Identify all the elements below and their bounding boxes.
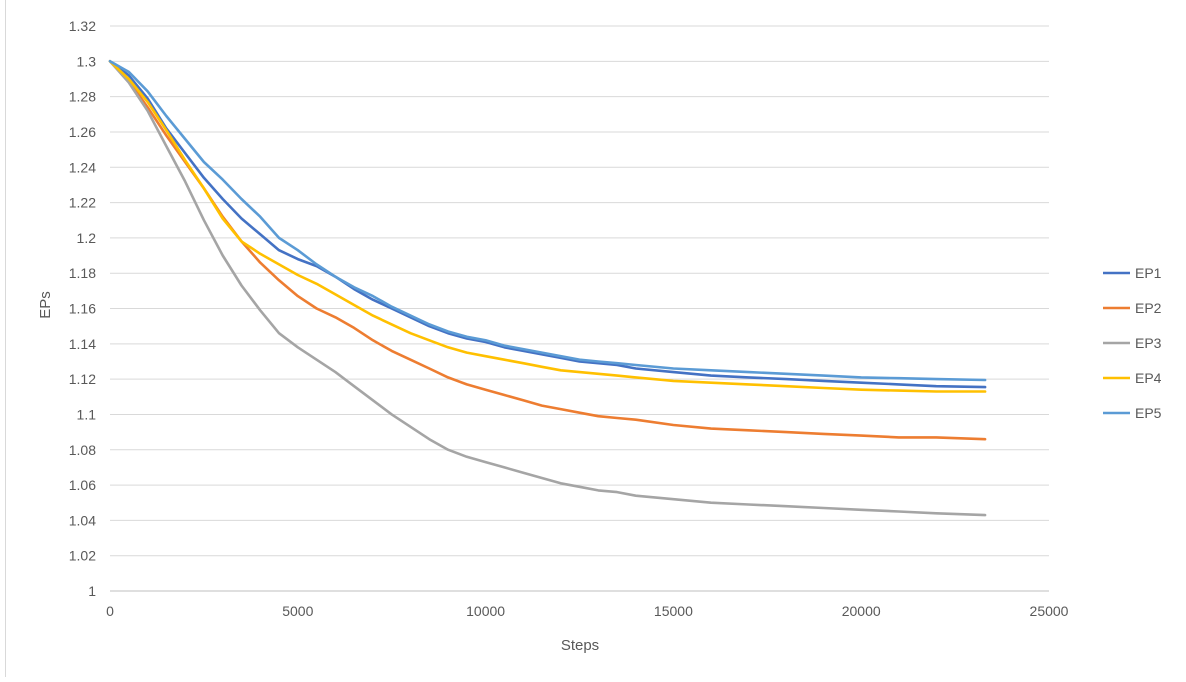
legend-label: EP4 bbox=[1135, 370, 1162, 386]
series-lines bbox=[108, 59, 987, 517]
x-tick-label: 5000 bbox=[282, 603, 313, 619]
x-tick-label: 25000 bbox=[1030, 603, 1069, 619]
y-tick-label: 1.22 bbox=[69, 195, 96, 211]
x-axis-ticks: 0 5000 10000 15000 20000 25000 bbox=[106, 603, 1069, 619]
y-tick-label: 1.32 bbox=[69, 18, 96, 34]
x-tick-label: 15000 bbox=[654, 603, 693, 619]
legend-label: EP3 bbox=[1135, 335, 1162, 351]
x-tick-label: 10000 bbox=[466, 603, 505, 619]
legend-item-ep2: EP2 bbox=[1103, 300, 1162, 316]
y-axis-ticks: 1 1.02 1.04 1.06 1.08 1.1 1.12 1.14 1.16 1.18 1.2 1… bbox=[69, 18, 96, 599]
legend-item-ep1: EP1 bbox=[1103, 265, 1162, 281]
y-tick-label: 1.14 bbox=[69, 336, 96, 352]
legend: EP1 EP2 EP3 EP4 EP5 bbox=[1103, 265, 1162, 421]
series-line-ep4 bbox=[108, 59, 987, 393]
y-tick-label: 1.24 bbox=[69, 159, 96, 175]
y-tick-label: 1.26 bbox=[69, 124, 96, 140]
y-axis-title: EPs bbox=[37, 291, 54, 319]
x-axis-title: Steps bbox=[561, 637, 599, 654]
series-line-ep1 bbox=[108, 59, 987, 389]
series-line-ep5 bbox=[108, 59, 987, 382]
series-line-ep3 bbox=[108, 59, 987, 517]
y-tick-label: 1.2 bbox=[77, 230, 97, 246]
y-tick-label: 1.06 bbox=[69, 477, 96, 493]
y-tick-label: 1 bbox=[88, 583, 96, 599]
x-tick-label: 0 bbox=[106, 603, 114, 619]
y-tick-label: 1.16 bbox=[69, 301, 96, 317]
legend-item-ep3: EP3 bbox=[1103, 335, 1162, 351]
legend-label: EP5 bbox=[1135, 405, 1162, 421]
y-tick-label: 1.1 bbox=[77, 406, 97, 422]
y-tick-label: 1.02 bbox=[69, 548, 96, 564]
y-tick-label: 1.04 bbox=[69, 512, 96, 528]
y-tick-label: 1.12 bbox=[69, 371, 96, 387]
legend-item-ep5: EP5 bbox=[1103, 405, 1162, 421]
x-tick-label: 20000 bbox=[842, 603, 881, 619]
legend-label: EP1 bbox=[1135, 265, 1162, 281]
legend-item-ep4: EP4 bbox=[1103, 370, 1162, 386]
y-tick-label: 1.3 bbox=[77, 53, 97, 69]
legend-label: EP2 bbox=[1135, 300, 1162, 316]
y-tick-label: 1.18 bbox=[69, 265, 96, 281]
y-tick-label: 1.28 bbox=[69, 89, 96, 105]
gridlines bbox=[110, 25, 1049, 592]
y-tick-label: 1.08 bbox=[69, 442, 96, 458]
